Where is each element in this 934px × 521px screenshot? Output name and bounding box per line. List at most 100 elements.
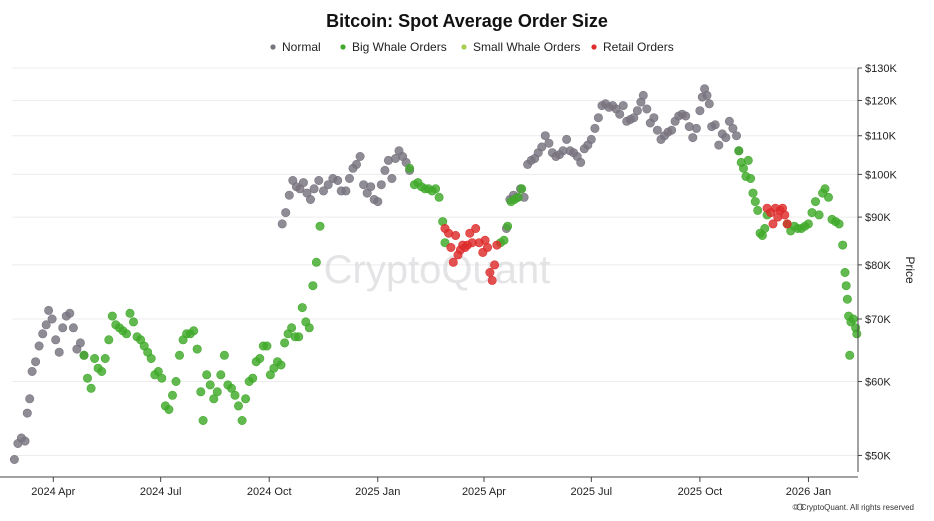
point-normal-3-53	[704, 99, 714, 109]
x-tick-label-4: 2025 Apr	[462, 486, 506, 498]
legend-marker-small-whale-orders	[461, 44, 467, 50]
point-normal-2-0	[277, 219, 287, 229]
point-big-whale-orders-8-30	[840, 267, 850, 277]
legend-label-retail-orders: Retail Orders	[603, 40, 674, 54]
gridlines	[12, 67, 858, 456]
series-normal-0	[9, 305, 89, 464]
point-normal-0-7	[31, 357, 41, 367]
point-big-whale-orders-7-1	[499, 235, 509, 245]
point-normal-3-45	[681, 111, 691, 121]
x-tick-label-3: 2025 Jan	[355, 486, 400, 498]
series-retail-orders-9	[440, 224, 502, 285]
y-tick-label-6: $70K	[865, 314, 891, 326]
point-big-whale-orders-5-39	[216, 370, 226, 380]
point-normal-0-15	[58, 323, 68, 333]
point-big-whale-orders-5-62	[297, 303, 307, 313]
point-big-whale-orders-5-66	[311, 257, 321, 267]
point-normal-3-41	[667, 125, 677, 135]
point-big-whale-orders-8-19	[803, 219, 813, 229]
legend-label-big-whale-orders: Big Whale Orders	[352, 40, 447, 54]
point-big-whale-orders-5-34	[198, 415, 208, 425]
point-normal-1-11	[380, 165, 390, 175]
point-retail-orders-9-18	[487, 275, 497, 285]
legend-item-retail-orders[interactable]: Retail Orders	[591, 40, 674, 54]
series-normal-3	[523, 84, 744, 169]
point-normal-1-10	[376, 180, 386, 190]
legend-item-normal[interactable]: Normal	[270, 40, 321, 54]
point-normal-3-4	[537, 142, 547, 152]
point-big-whale-orders-8-21	[810, 197, 820, 207]
x-tick-label-2: 2024 Oct	[247, 486, 292, 498]
point-big-whale-orders-5-6	[100, 353, 110, 363]
point-big-whale-orders-5-65	[308, 281, 318, 291]
point-normal-3-49	[695, 106, 705, 116]
point-big-whale-orders-8-2	[738, 163, 748, 173]
point-big-whale-orders-8-28	[834, 219, 844, 229]
point-normal-3-33	[638, 90, 648, 100]
point-retail-orders-9-16	[482, 243, 492, 253]
y-tick-label-0: $130K	[865, 63, 897, 75]
legend-item-small-whale-orders[interactable]: Small Whale Orders	[461, 40, 580, 54]
series-retail-orders-10	[762, 203, 792, 229]
point-big-whale-orders-5-40	[219, 350, 229, 360]
point-big-whale-orders-5-0	[79, 350, 89, 360]
point-normal-0-8	[34, 341, 44, 351]
point-normal-0-3	[20, 436, 30, 446]
point-normal-2-12	[323, 180, 333, 190]
point-retail-orders-9-4	[451, 231, 461, 241]
point-normal-3-26	[615, 109, 625, 119]
legend-item-big-whale-orders[interactable]: Big Whale Orders	[340, 40, 447, 54]
point-big-whale-orders-5-8	[107, 311, 117, 321]
credit-text: © CryptoQuant. All rights reserved	[793, 503, 915, 512]
point-big-whale-orders-8-36	[848, 314, 858, 324]
point-big-whale-orders-5-12	[122, 329, 132, 339]
point-big-whale-orders-5-50	[255, 353, 265, 363]
y-tick-label-1: $120K	[865, 95, 897, 107]
point-big-whale-orders-5-46	[241, 394, 251, 404]
y-tick-label-5: $80K	[865, 260, 891, 272]
point-big-whale-orders-5-61	[294, 332, 304, 342]
y-tick-label-7: $60K	[865, 377, 891, 389]
point-big-whale-orders-8-5	[746, 174, 756, 184]
point-normal-1-1	[344, 174, 354, 184]
x-tick-label-1: 2024 Jul	[140, 486, 182, 498]
point-normal-1-9	[373, 197, 383, 207]
y-axis: $130K $120K $110K $100K $90K $80K $70K $60K $50K	[858, 63, 897, 462]
point-big-whale-orders-5-24	[164, 404, 174, 414]
point-big-whale-orders-5-35	[202, 370, 212, 380]
point-big-whale-orders-5-1	[83, 373, 93, 383]
x-tick-label-0: 2024 Apr	[31, 486, 75, 498]
y-tick-label-8: $50K	[865, 450, 891, 462]
point-big-whale-orders-5-64	[304, 323, 314, 333]
point-big-whale-orders-5-38	[212, 387, 222, 397]
point-normal-2-1	[281, 208, 291, 218]
series-normal-1	[341, 146, 415, 207]
point-big-whale-orders-5-45	[237, 415, 247, 425]
point-big-whale-orders-5-59	[287, 323, 297, 333]
point-normal-3-30	[629, 113, 639, 123]
point-normal-2-15	[336, 186, 346, 196]
point-normal-3-58	[721, 133, 731, 143]
point-normal-0-17	[65, 308, 75, 318]
y-tick-label-4: $90K	[865, 212, 891, 224]
point-normal-3-6	[544, 138, 554, 148]
x-tick-label-6: 2025 Oct	[678, 486, 723, 498]
point-big-whale-orders-5-32	[192, 344, 202, 354]
point-big-whale-orders-5-44	[234, 401, 244, 411]
series-big-whale-orders-8	[734, 146, 862, 360]
point-big-whale-orders-8-22	[814, 210, 824, 220]
point-normal-0-9	[38, 329, 48, 339]
point-normal-0-20	[75, 338, 85, 348]
point-normal-2-9	[309, 184, 319, 194]
point-big-whale-orders-5-57	[280, 338, 290, 348]
point-normal-1-7	[366, 182, 376, 192]
x-axis: 2024 Apr 2024 Jul 2024 Oct 2025 Jan 2025 Apr…	[0, 476, 858, 498]
point-normal-2-2	[284, 190, 294, 200]
point-normal-3-60	[728, 123, 738, 133]
watermark: CryptoQuant	[324, 248, 551, 292]
point-retail-orders-9-17	[485, 267, 495, 277]
y-axis-label: Price	[903, 256, 917, 284]
point-normal-0-10	[41, 320, 51, 330]
point-normal-3-15	[576, 157, 586, 167]
